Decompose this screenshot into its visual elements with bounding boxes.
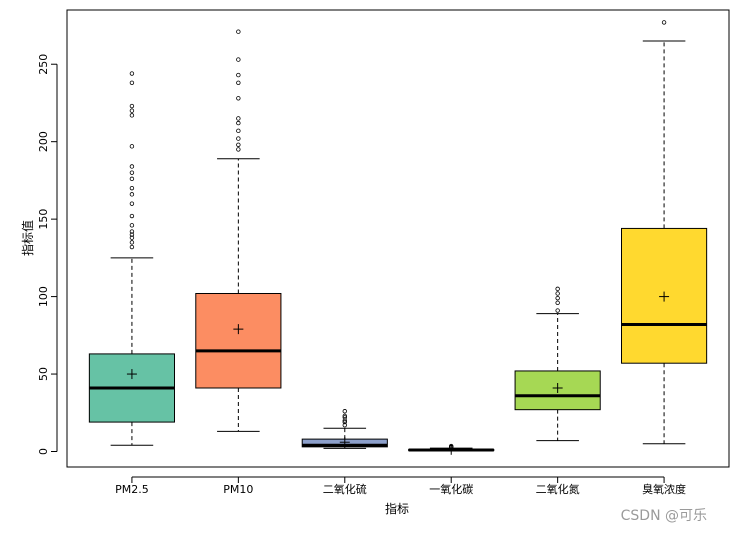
outlier-point [129, 71, 135, 76]
outlier-point [129, 235, 135, 240]
outlier-point [129, 244, 135, 250]
outlier-point [129, 164, 135, 169]
box-3 [408, 443, 495, 455]
outlier-point [342, 413, 347, 419]
outlier-point [449, 443, 454, 449]
y-tick-label: 150 [37, 209, 50, 230]
x-tick-label: 臭氧浓度 [642, 482, 686, 496]
outlier-point [555, 286, 560, 292]
y-tick-label: 100 [37, 286, 50, 307]
y-tick-label: 200 [37, 131, 50, 152]
outlier-point [342, 418, 347, 423]
outlier-point [236, 29, 241, 34]
x-tick-label: 二氧化硫 [323, 482, 367, 496]
outlier-point [236, 57, 241, 62]
outlier-point [555, 308, 560, 313]
outlier-point [129, 170, 135, 175]
outlier-point [555, 291, 560, 296]
iqr-box [195, 292, 282, 389]
outlier-point [236, 96, 241, 101]
x-tick-label: 一氧化碳 [429, 482, 473, 496]
outlier-point [236, 80, 241, 86]
y-tick-label: 0 [37, 448, 50, 455]
outlier-point [129, 223, 135, 228]
outlier-point [129, 144, 135, 149]
y-tick-label: 250 [37, 54, 50, 75]
outlier-point [129, 80, 135, 86]
boxes-layer [88, 20, 708, 455]
outlier-point [236, 116, 241, 121]
outlier-point [129, 232, 135, 237]
outlier-point [555, 295, 560, 301]
outlier-point [129, 185, 135, 191]
outlier-point [129, 176, 135, 182]
box-0 [88, 71, 175, 446]
outlier-point [129, 213, 135, 219]
outlier-point [129, 229, 135, 234]
outlier-point [555, 300, 560, 305]
outlier-point [236, 120, 241, 126]
outlier-point [236, 147, 241, 152]
outlier-point [342, 409, 347, 414]
outlier-point [129, 108, 135, 113]
outlier-point [129, 201, 135, 206]
x-tick-label: PM10 [223, 483, 253, 496]
axes-layer: 0 50 100 150 200 250 PM2.5 PM10 二氧化硫 一氧化碳 二氧化氮 臭氧浓度 [37, 9, 730, 496]
box-4 [514, 286, 601, 442]
outlier-point [236, 72, 241, 78]
outlier-point [129, 192, 135, 197]
outlier-point [236, 136, 241, 141]
outlier-point [129, 103, 135, 109]
x-tick-label: PM2.5 [115, 483, 149, 496]
outlier-point [342, 422, 347, 428]
outlier-point [129, 113, 135, 118]
y-axis-title: 指标值 [20, 220, 35, 256]
outlier-point [342, 415, 347, 420]
x-tick-label: 二氧化氮 [536, 482, 580, 496]
outlier-point [236, 142, 241, 147]
outlier-point [236, 128, 241, 134]
outlier-point [661, 20, 667, 25]
box-1 [195, 29, 282, 432]
box-2 [301, 409, 388, 449]
y-tick-label: 50 [37, 367, 50, 381]
x-axis-title: 指标 [385, 501, 409, 516]
box-5 [621, 20, 708, 445]
plot-frame [66, 9, 730, 468]
watermark-text: CSDN @可乐 [620, 508, 707, 524]
outlier-point [342, 419, 347, 425]
outlier-point [129, 240, 135, 245]
